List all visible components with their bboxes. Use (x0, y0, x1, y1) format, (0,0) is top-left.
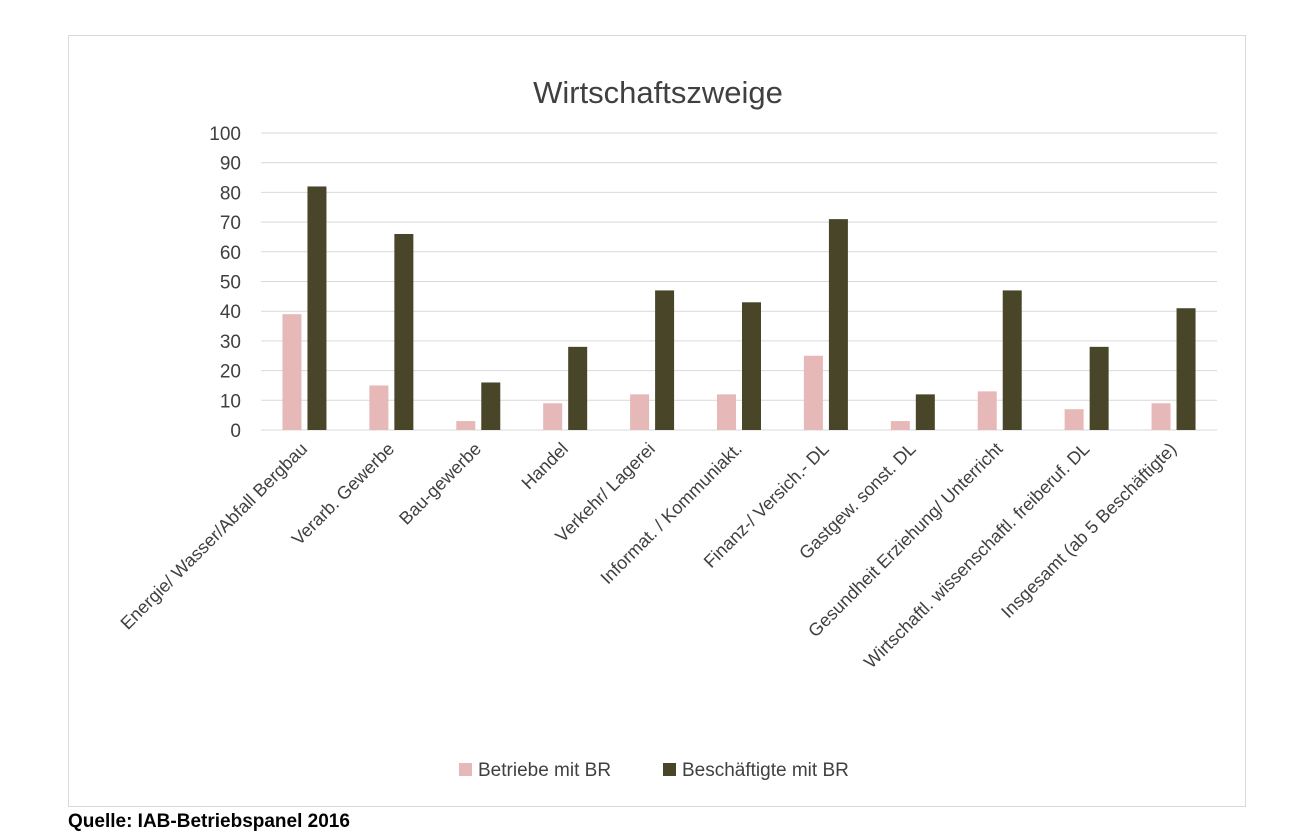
y-tick-label: 70 (220, 213, 241, 234)
y-tick-label: 60 (220, 243, 241, 264)
y-tick-label: 80 (220, 183, 241, 204)
y-axis-ticks: 0 10 20 30 40 50 60 70 80 90 100 (209, 124, 241, 442)
y-tick-label: 30 (220, 332, 241, 353)
x-category-label: Informat. / Kommuniakt. (597, 439, 746, 588)
bar-betriebe (1064, 409, 1084, 430)
x-category-label: Gesundheit Erziehung/ Unterricht (804, 439, 1006, 641)
bar-beschaeftigte (307, 186, 327, 430)
bar-betriebe (282, 314, 302, 430)
legend-label: Betriebe mit BR (478, 760, 611, 781)
bar-betriebe (456, 421, 476, 430)
x-category-label: Bau-gewerbe (395, 439, 485, 529)
x-category-label: Handel (518, 439, 572, 493)
legend: Betriebe mit BR Beschäftigte mit BR (459, 760, 849, 781)
bar-beschaeftigte (1176, 308, 1196, 430)
bar-betriebe (630, 394, 650, 430)
y-tick-label: 20 (220, 362, 241, 383)
legend-label: Beschäftigte mit BR (682, 760, 849, 781)
x-category-label: Energie/ Wasser/Abfall Bergbau (116, 439, 311, 634)
y-tick-label: 0 (230, 421, 241, 442)
bar-beschaeftigte (742, 302, 761, 430)
legend-swatch (459, 763, 472, 776)
bar-beschaeftigte (1089, 346, 1109, 430)
gridlines (261, 132, 1217, 431)
bar-beschaeftigte (394, 233, 414, 430)
bar-betriebe (1151, 403, 1171, 430)
chart-frame: Wirtschaftszweige 0 10 20 30 40 50 60 70 80 90 100… (68, 35, 1246, 807)
bar-beschaeftigte (828, 219, 848, 430)
y-tick-label: 100 (209, 124, 241, 145)
bar-betriebe (977, 391, 997, 430)
bar-betriebe (543, 403, 563, 430)
y-tick-label: 40 (220, 302, 241, 323)
bar-beschaeftigte (568, 346, 588, 430)
bar-beschaeftigte (481, 382, 501, 430)
chart-title: Wirtschaftszweige (533, 75, 783, 110)
source-note: Quelle: IAB-Betriebspanel 2016 (68, 811, 350, 832)
x-category-label: Insgesamt (ab 5 Beschäftigte) (997, 439, 1180, 622)
y-tick-label: 10 (220, 391, 241, 412)
y-tick-label: 50 (220, 273, 241, 294)
legend-swatch (663, 763, 676, 776)
bar-beschaeftigte (1002, 290, 1022, 430)
bar-beschaeftigte (915, 394, 935, 430)
bars (282, 186, 1196, 430)
bar-beschaeftigte (655, 290, 675, 430)
bar-chart: Wirtschaftszweige 0 10 20 30 40 50 60 70 80 90 100… (116, 75, 1217, 781)
bar-betriebe (890, 421, 910, 430)
bar-betriebe (803, 355, 823, 430)
bar-betriebe (717, 394, 736, 430)
bar-betriebe (369, 385, 389, 430)
y-tick-label: 90 (220, 154, 241, 175)
